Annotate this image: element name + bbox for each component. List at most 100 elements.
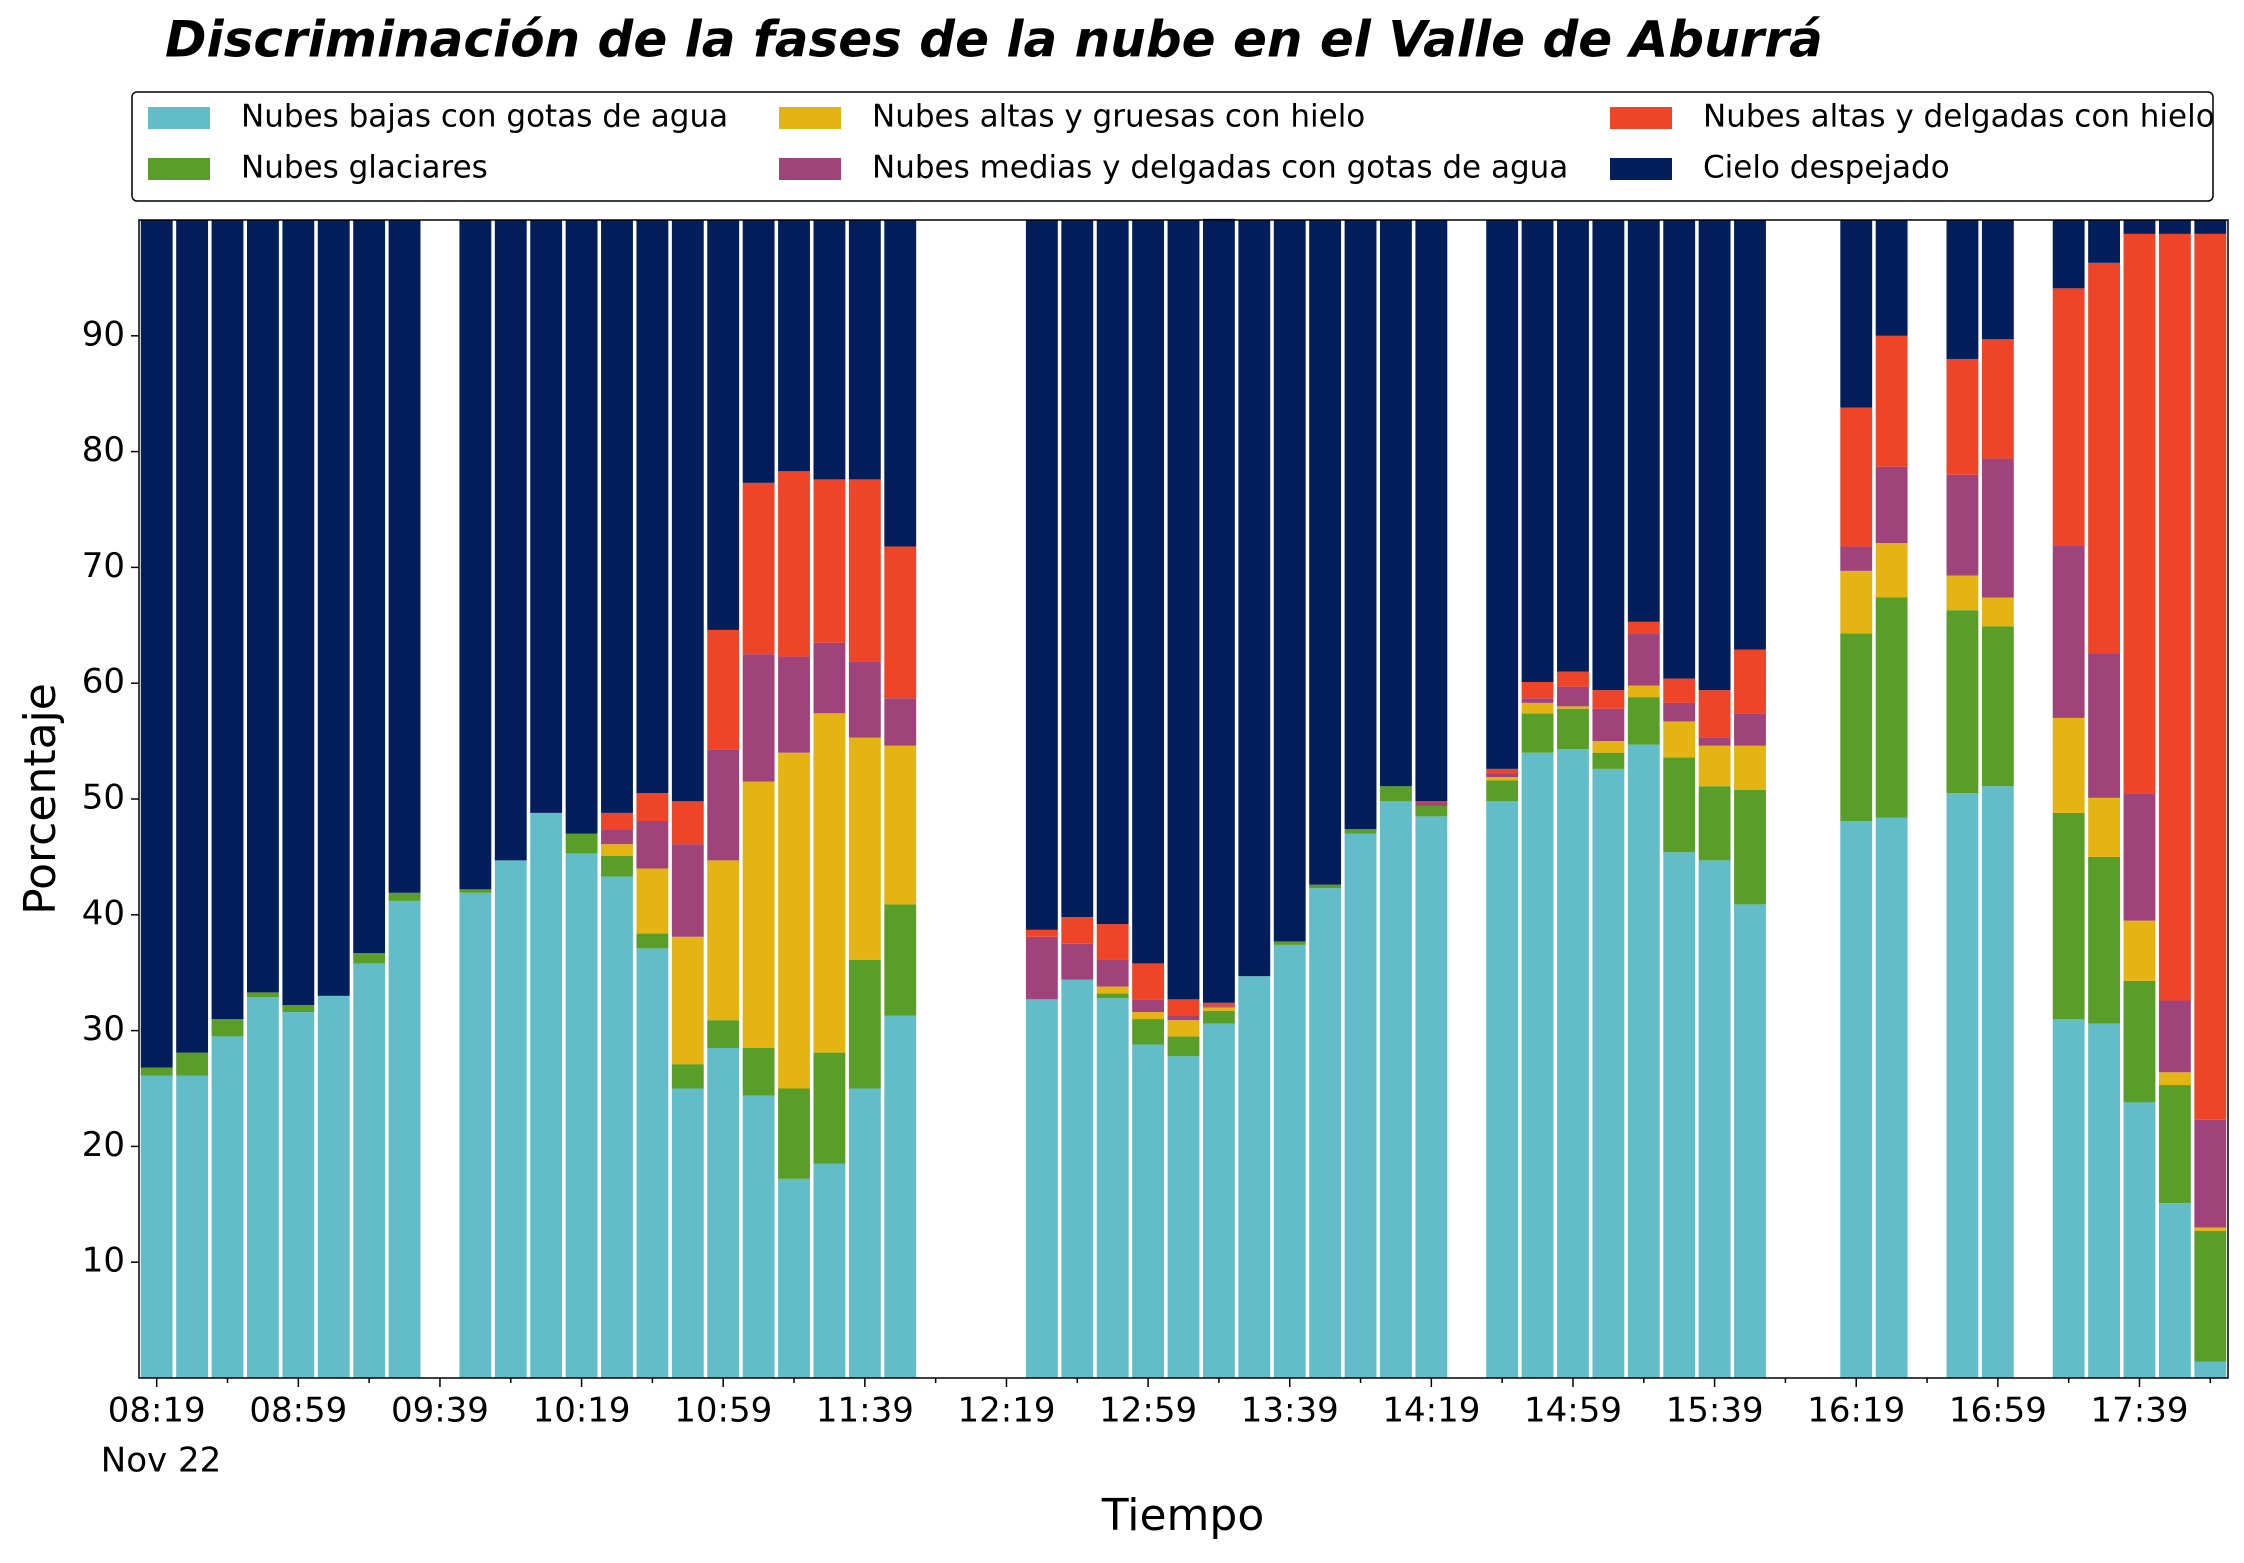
bar-segment	[1663, 852, 1696, 1378]
bar-segment	[246, 220, 279, 993]
bar-segment	[636, 220, 669, 794]
bar-segment	[2123, 920, 2156, 981]
bar-segment	[848, 661, 881, 738]
bar-segment	[1840, 570, 1873, 634]
bar-segment	[742, 220, 775, 483]
bar-segment	[1875, 466, 1908, 544]
y-tick-label: 60	[82, 662, 125, 702]
bar-segment	[1309, 888, 1342, 1378]
bar-segment	[2052, 288, 2085, 546]
bar-segment	[2088, 1023, 2121, 1378]
bar-segment	[1592, 768, 1625, 1378]
bar-segment	[1592, 690, 1625, 709]
bar-segment	[1840, 633, 1873, 822]
bar-segment	[2158, 233, 2191, 1001]
bar-segment	[282, 1005, 315, 1013]
bar-segment	[1734, 220, 1766, 650]
x-tick-label: 15:39	[1666, 1391, 1764, 1431]
y-tick-label: 70	[82, 546, 125, 586]
bar-segment	[140, 220, 173, 1068]
bar-segment	[1273, 220, 1306, 942]
bar-segment	[2088, 653, 2121, 798]
legend-box	[131, 91, 2214, 202]
x-tick-label: 14:19	[1382, 1391, 1480, 1431]
y-axis-label: Porcentaje	[15, 683, 66, 915]
bar-segment	[1946, 793, 1979, 1378]
bar-segment	[742, 1095, 775, 1378]
legend-swatch	[779, 107, 841, 129]
bar-segment	[671, 1064, 704, 1089]
bar-segment	[778, 752, 810, 1089]
bar-segment	[1840, 407, 1873, 547]
bar-segment	[353, 953, 386, 964]
bar-segment	[2194, 220, 2227, 234]
bar-segment	[601, 855, 633, 877]
bar-segment	[671, 936, 704, 1065]
x-tick-label: 10:59	[674, 1391, 772, 1431]
bar-segment	[1273, 941, 1306, 945]
bar-segment	[707, 1047, 740, 1378]
x-tick-label: 16:59	[1949, 1391, 2047, 1431]
bar-segment	[1981, 458, 2014, 598]
bar-segment	[1663, 721, 1696, 758]
bar-segment	[707, 860, 740, 1021]
bar-segment	[813, 220, 846, 480]
bar-segment	[1202, 1002, 1235, 1007]
bar-segment	[884, 698, 917, 746]
bar-segment	[636, 868, 669, 934]
bar-segment	[494, 220, 527, 861]
y-tick-label: 90	[82, 314, 125, 354]
bar-segment	[601, 829, 633, 845]
bar-segment	[317, 995, 350, 1378]
bar-segment	[1486, 768, 1519, 774]
bar-segment	[2194, 1230, 2227, 1362]
bar-segment	[1486, 776, 1519, 781]
bar-segment	[813, 642, 846, 714]
bar-segment	[778, 1088, 810, 1179]
bar-segment	[2158, 1072, 2191, 1086]
bar-segment	[1557, 706, 1589, 709]
bar-segment	[742, 654, 775, 782]
bar-segment	[1946, 358, 1979, 475]
bar-segment	[2123, 793, 2156, 921]
bar-segment	[1875, 543, 1908, 598]
bar-segment	[2123, 233, 2156, 794]
bar-segment	[176, 220, 209, 1053]
bar-segment	[353, 220, 386, 954]
bar-segment	[1521, 220, 1554, 683]
bar-segment	[884, 220, 917, 547]
x-tick-label: 09:39	[391, 1391, 489, 1431]
bar-segment	[459, 889, 492, 893]
bar-segment	[601, 844, 633, 856]
bar-segment	[2194, 1119, 2227, 1228]
legend-swatch	[148, 158, 210, 180]
bar-segment	[1202, 1023, 1235, 1378]
bar-segment	[1946, 610, 1979, 794]
bar-segment	[1309, 220, 1342, 885]
bar-segment	[1167, 1020, 1200, 1037]
bar-segment	[1096, 993, 1129, 999]
bar-segment	[1734, 789, 1766, 905]
x-tick-label: 10:19	[533, 1391, 631, 1431]
bar-segment	[1167, 1015, 1200, 1021]
legend-label: Nubes altas y gruesas con hielo	[872, 99, 1365, 135]
legend-label: Nubes bajas con gotas de agua	[241, 99, 728, 135]
bar-segment	[565, 220, 598, 834]
bar-segment	[742, 482, 775, 655]
bar-segment	[1840, 220, 1873, 408]
bar-segment	[1380, 786, 1412, 802]
y-tick-label: 40	[82, 893, 125, 933]
legend-label: Nubes medias y delgadas con gotas de agu…	[872, 150, 1568, 186]
bar-segment	[1096, 998, 1129, 1378]
bar-segment	[1132, 220, 1165, 964]
bar-segment	[211, 1019, 244, 1037]
x-tick-label: 08:19	[108, 1391, 206, 1431]
bar-segment	[1061, 943, 1094, 980]
bar-segment	[2194, 233, 2227, 1120]
bar-segment	[1025, 999, 1058, 1378]
bar-segment	[778, 656, 810, 753]
bar-segment	[1132, 1012, 1165, 1020]
bar-segment	[353, 963, 386, 1378]
